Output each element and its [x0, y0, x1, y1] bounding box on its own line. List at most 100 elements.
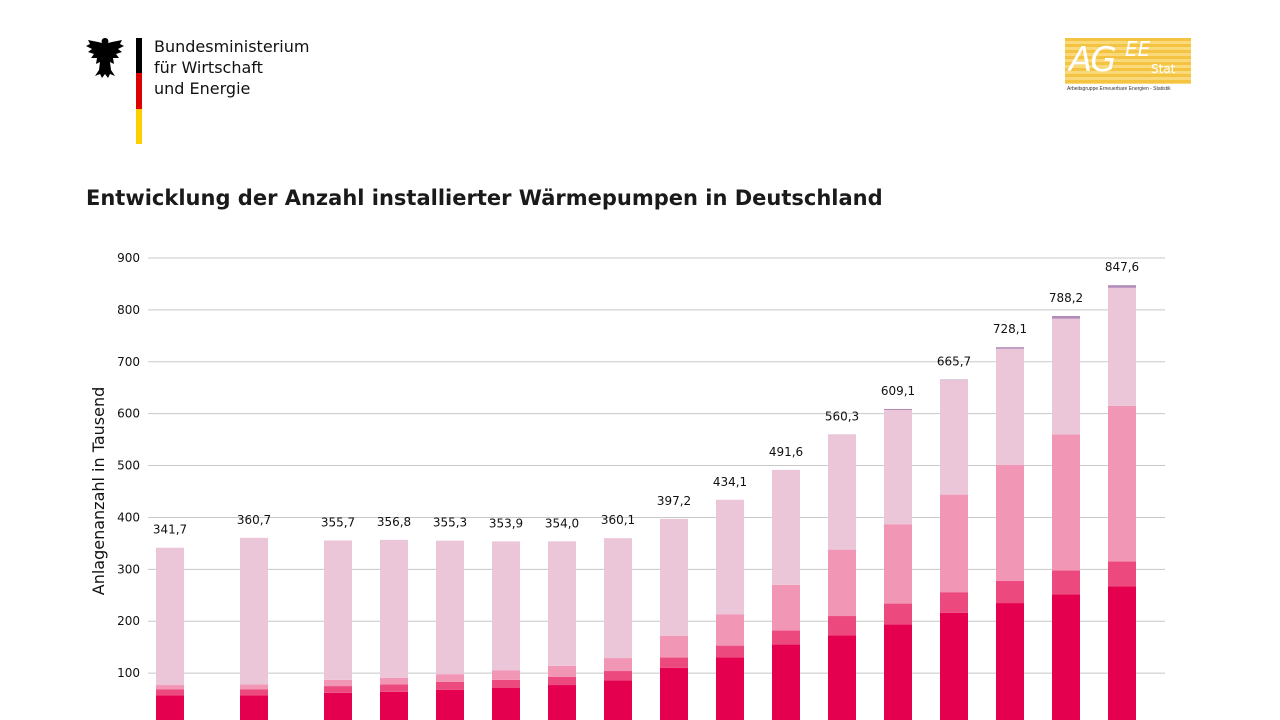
bar-13-segment-1: [884, 624, 912, 720]
bar-7-segment-2: [548, 676, 576, 686]
flag-black: [136, 38, 142, 74]
bar-16-segment-1: [1052, 594, 1080, 720]
bar-8-segment-2: [604, 671, 632, 681]
bar-5-segment-1: [436, 689, 464, 720]
bar-5-segment-4: [436, 540, 464, 675]
bar-3-segment-2: [324, 686, 352, 693]
data-label-14: 665,7: [937, 355, 971, 369]
bar-2-segment-2: [240, 689, 268, 696]
bar-5-segment-3: [436, 674, 464, 682]
bar-10-segment-4: [716, 499, 744, 615]
bar-14-segment-1: [940, 612, 968, 720]
bar-1-segment-1: [156, 695, 184, 720]
bar-17-segment-1: [1108, 586, 1136, 720]
eagle-icon: [86, 38, 124, 78]
bar-13-segment-3: [884, 524, 912, 604]
bar-9-segment-3: [660, 635, 688, 658]
y-tick-label-500: 500: [117, 459, 140, 473]
data-label-4: 356,8: [377, 515, 411, 529]
bar-4-segment-4: [380, 539, 408, 678]
bar-14-segment-5: [940, 379, 968, 381]
bar-17-segment-3: [1108, 405, 1136, 562]
bar-13-segment-4: [884, 409, 912, 525]
y-axis-label: Anlagenanzahl in Tausend: [89, 387, 108, 596]
agee-caption: Arbeitsgruppe Erneuerbare Energien - Sta…: [1067, 86, 1171, 92]
bar-15-segment-3: [996, 465, 1024, 581]
bar-9-segment-2: [660, 657, 688, 668]
y-tick-label-700: 700: [117, 355, 140, 369]
bar-14-segment-2: [940, 592, 968, 613]
data-label-2: 360,7: [237, 513, 271, 527]
bar-7-segment-1: [548, 685, 576, 720]
agee-ee-text: EE: [1125, 37, 1151, 61]
bar-3-segment-4: [324, 540, 352, 680]
bar-2-segment-1: [240, 695, 268, 720]
data-label-17: 847,6: [1105, 260, 1139, 274]
bar-15-segment-1: [996, 603, 1024, 720]
agee-ag-text: AG: [1069, 40, 1117, 80]
bar-6-segment-4: [492, 541, 520, 671]
bar-5-segment-2: [436, 681, 464, 690]
bar-2-segment-4: [240, 537, 268, 685]
ministry-line-3: und Energie: [154, 79, 251, 98]
bar-9-segment-1: [660, 667, 688, 720]
data-label-12: 560,3: [825, 409, 859, 423]
data-label-8: 360,1: [601, 513, 635, 527]
bar-11-segment-1: [772, 644, 800, 720]
bar-6-segment-1: [492, 687, 520, 720]
bar-4-segment-1: [380, 691, 408, 720]
data-label-5: 355,3: [433, 516, 467, 530]
bar-8-segment-1: [604, 680, 632, 720]
bar-9-segment-4: [660, 518, 688, 636]
data-label-16: 788,2: [1049, 291, 1083, 305]
data-label-15: 728,1: [993, 322, 1027, 336]
bar-4-segment-2: [380, 684, 408, 692]
bar-10-segment-3: [716, 614, 744, 646]
y-tick-label-600: 600: [117, 407, 140, 421]
bar-7-segment-3: [548, 665, 576, 677]
bar-16-segment-5: [1052, 316, 1080, 319]
bar-3-segment-3: [324, 679, 352, 687]
bar-11-segment-2: [772, 630, 800, 645]
agee-stat-text: Stat: [1151, 62, 1176, 76]
bar-16-segment-2: [1052, 570, 1080, 595]
bar-15-segment-5: [996, 347, 1024, 349]
bar-13-segment-5: [884, 408, 912, 410]
data-label-11: 491,6: [769, 445, 803, 459]
bar-6-segment-2: [492, 679, 520, 688]
bar-17-segment-2: [1108, 561, 1136, 587]
y-tick-label-100: 100: [117, 666, 140, 680]
flag-bar: [136, 38, 142, 144]
bar-12-segment-4: [828, 434, 856, 550]
flag-red: [136, 73, 142, 109]
bar-15-segment-4: [996, 348, 1024, 466]
bar-11-segment-4: [772, 469, 800, 585]
bar-14-segment-4: [940, 380, 968, 495]
bar-12-segment-3: [828, 549, 856, 617]
bar-10-segment-2: [716, 645, 744, 658]
bar-11-segment-3: [772, 584, 800, 631]
data-label-6: 353,9: [489, 516, 523, 530]
agee-stat-logo: AG EE Stat Arbeitsgruppe Erneuerbare Ene…: [1065, 38, 1195, 98]
bar-17-segment-4: [1108, 287, 1136, 406]
bar-14-segment-3: [940, 494, 968, 593]
ministry-line-1: Bundesministerium: [154, 37, 310, 56]
bar-15-segment-2: [996, 580, 1024, 604]
data-label-10: 434,1: [713, 475, 747, 489]
agee-logo-box: AG EE Stat: [1065, 38, 1191, 84]
bar-3-segment-1: [324, 692, 352, 720]
bar-13-segment-2: [884, 603, 912, 625]
bar-12-segment-2: [828, 616, 856, 636]
y-tick-label-400: 400: [117, 510, 140, 524]
chart-title: Entwicklung der Anzahl installierter Wär…: [86, 186, 883, 210]
y-tick-label-900: 900: [117, 251, 140, 265]
bar-1-segment-4: [156, 547, 184, 686]
data-label-3: 355,7: [321, 515, 355, 529]
data-label-7: 354,0: [545, 516, 579, 530]
bar-8-segment-3: [604, 658, 632, 672]
bar-1-segment-2: [156, 689, 184, 696]
flag-gold: [136, 108, 142, 144]
y-tick-label-200: 200: [117, 614, 140, 628]
bar-4-segment-3: [380, 677, 408, 685]
bar-12-segment-1: [828, 635, 856, 720]
